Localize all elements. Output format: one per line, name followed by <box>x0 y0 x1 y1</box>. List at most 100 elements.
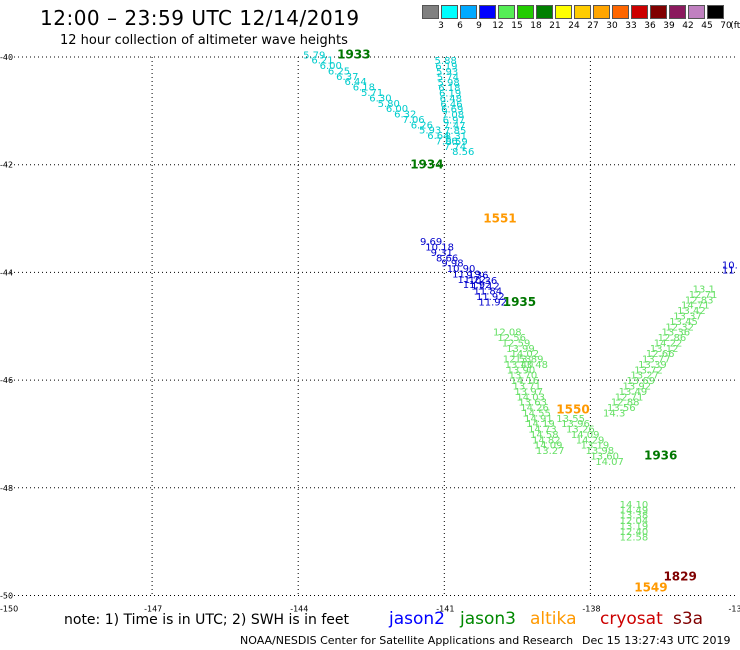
wave-height-value: 11.22 <box>457 275 486 286</box>
wave-height-value: 6.00 <box>386 104 408 115</box>
wave-height-value: 14.07 <box>595 457 624 468</box>
legend-label: 70 <box>720 21 732 31</box>
legend-swatch <box>650 5 667 19</box>
longitude-label: -135 <box>729 605 740 614</box>
wave-height-value: 12.08 <box>493 328 522 339</box>
wave-height-value: 13.96 <box>561 419 590 430</box>
longitude-label: -147 <box>144 605 162 614</box>
wave-height-value: 13.42 <box>677 306 706 317</box>
wave-height-value: 10. <box>722 260 738 271</box>
wave-height-value: 8.31 <box>445 132 467 143</box>
legend-swatch <box>593 5 610 19</box>
wave-height-value: 6.46 <box>440 99 462 110</box>
wave-height-value: 7.47 <box>443 121 465 132</box>
wave-height-value: 13.39 <box>638 360 667 371</box>
legend-swatch <box>422 5 439 19</box>
longitude-label: -144 <box>290 605 308 614</box>
wave-height-value: 12.83 <box>685 295 714 306</box>
pass-time-label: 1550 <box>556 403 589 417</box>
legend-label: 39 <box>663 21 675 31</box>
legend-s3a: s3a <box>673 609 704 629</box>
wave-height-value: 6.32 <box>394 110 416 121</box>
wave-height-value: 13.70 <box>509 371 538 382</box>
wave-height-value: 5.88 <box>435 56 457 67</box>
wave-height-value: 5.74 <box>437 72 459 83</box>
wave-height-value: 11.92 <box>463 280 492 291</box>
longitude-label: -150 <box>0 605 18 614</box>
wave-height-value: 6.48 <box>440 94 462 105</box>
wave-height-value: 12.56 <box>497 333 526 344</box>
wave-height-value: 6.19 <box>435 62 457 73</box>
wave-height-value: 13.48 <box>519 360 548 371</box>
legend-label: 21 <box>549 21 561 31</box>
legend-label: 30 <box>606 21 618 31</box>
wave-height-value: 14.10 <box>620 500 649 511</box>
legend-label: 18 <box>530 21 542 31</box>
wave-height-value: 7.06 <box>436 136 458 147</box>
pass-time-label: 1936 <box>644 448 677 462</box>
wave-height-value: 13.99 <box>506 344 535 355</box>
legend-swatch <box>612 5 629 19</box>
wave-height-value: 13.97 <box>514 387 543 398</box>
pass-time-label: 1829 <box>663 570 696 584</box>
latitude-label: -40 <box>0 53 13 62</box>
latitude-label: -48 <box>0 484 13 493</box>
wave-height-value: 14.22 <box>654 338 683 349</box>
legend-swatch <box>631 5 648 19</box>
wave-height-value: 12.86 <box>658 333 687 344</box>
legend-swatch <box>460 5 477 19</box>
wave-height-value: 6.18 <box>438 83 460 94</box>
wave-height-value: 6.26 <box>411 120 433 131</box>
wave-height-value: 10.18 <box>425 243 454 254</box>
wave-height-value: 13.26 <box>566 425 595 436</box>
map-subtitle: 12 hour collection of altimeter wave hei… <box>60 33 348 48</box>
latitude-label: -44 <box>0 268 13 277</box>
wave-height-value: 12.66 <box>646 349 675 360</box>
wave-height-value: 9.98 <box>441 259 463 270</box>
legend-label: 33 <box>625 21 637 31</box>
legend-jason2: jason2 <box>389 609 445 629</box>
wave-height-value: 13.63 <box>518 398 547 409</box>
wave-height-value: 14.3 <box>603 408 625 419</box>
wave-height-value: 13.60 <box>590 451 619 462</box>
wave-height-value: 14.26 <box>520 403 549 414</box>
legend-unit: (ft) <box>730 21 740 31</box>
pass-time-label: 1551 <box>483 212 516 226</box>
legend-swatch <box>688 5 705 19</box>
legend-swatch <box>441 5 458 19</box>
wave-height-value: 6.64 <box>427 131 449 142</box>
wave-height-value: 12.04 <box>620 516 649 527</box>
wave-height-value: 14.71 <box>681 301 710 312</box>
wave-height-value: 13.90 <box>507 365 536 376</box>
wave-height-value: 12.32 <box>665 322 694 333</box>
wave-height-value: 12.58 <box>620 532 649 543</box>
wave-height-value: 12.40 <box>620 527 649 538</box>
legend-label: 15 <box>511 21 523 31</box>
legend-swatch <box>498 5 515 19</box>
legend-cryosat: cryosat <box>600 609 663 629</box>
legend-swatch <box>669 5 686 19</box>
generated-timestamp: Dec 15 13:27:43 UTC 2019 <box>582 634 731 647</box>
wave-height-value: 6.18 <box>353 83 375 94</box>
latitude-label: -42 <box>0 161 13 170</box>
legend-label: 9 <box>476 21 482 31</box>
wave-height-value: 13.37 <box>673 311 702 322</box>
legend-swatch <box>555 5 572 19</box>
wave-height-value: 14.03 <box>516 392 545 403</box>
wave-height-value: 14.49 <box>620 505 649 516</box>
wave-height-value: 9.69 <box>420 237 442 248</box>
wave-height-value: 10.36 <box>469 276 498 287</box>
wave-height-value: 12.88 <box>611 398 640 409</box>
wave-height-value: 14.82 <box>532 435 561 446</box>
latitude-label: -50 <box>0 592 13 601</box>
note-text: note: 1) Time is in UTC; 2) SWH is in fe… <box>64 612 350 628</box>
wave-height-value: 11.84 <box>474 287 503 298</box>
wave-height-value: 13.72 <box>634 365 663 376</box>
wave-height-value: 7.74 <box>444 142 466 153</box>
wave-height-value: 14.55 <box>522 408 551 419</box>
wave-height-value: 11 <box>722 266 735 277</box>
legend-label: 6 <box>457 21 463 31</box>
wave-height-value: 6.37 <box>336 72 358 83</box>
wave-height-value: 13.45 <box>669 317 698 328</box>
